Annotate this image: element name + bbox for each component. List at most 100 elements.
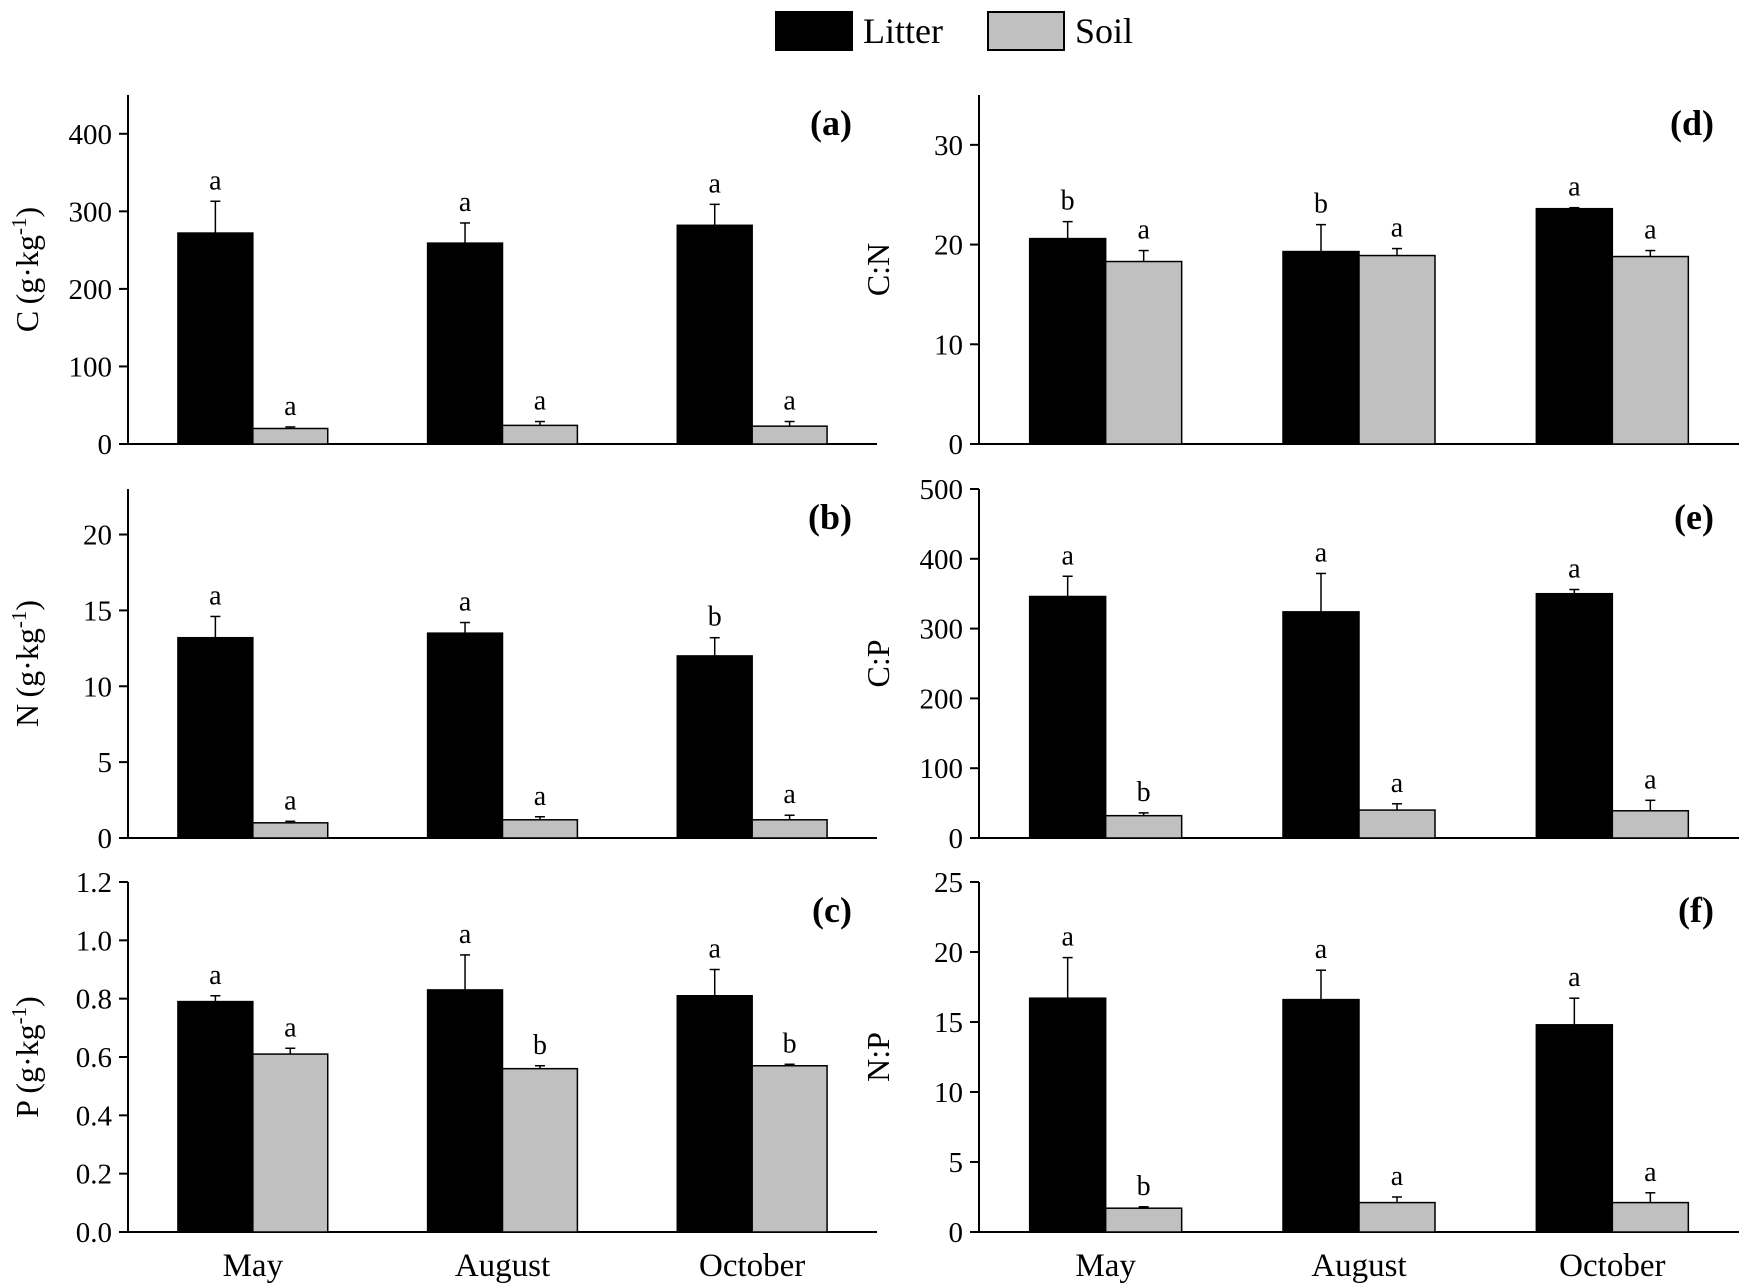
y-tick-label: 100	[69, 351, 113, 383]
y-tick-label: 500	[920, 474, 964, 506]
bar-soil-august	[1358, 254, 1436, 445]
y-axis-label-close: )	[9, 207, 45, 218]
significance-letter: a	[1568, 962, 1581, 993]
bar-soil-august	[501, 819, 579, 839]
panel-label: (b)	[808, 497, 852, 537]
bar-soil-october	[1611, 1201, 1690, 1233]
x-tick-label: May	[223, 1248, 284, 1284]
bar-litter-october	[1535, 1024, 1614, 1233]
legend-swatch-soil	[987, 11, 1065, 51]
bar-soil-october	[751, 819, 828, 839]
legend-label-soil: Soil	[1075, 11, 1134, 51]
y-tick-label: 15	[934, 1007, 963, 1039]
significance-letter: b	[708, 602, 722, 633]
bar-soil-august	[501, 424, 579, 445]
significance-letter: a	[1391, 768, 1404, 799]
y-axis-label-main: C (	[9, 294, 45, 332]
y-tick-label: 0.8	[76, 984, 112, 1016]
bar-soil-may	[252, 427, 329, 445]
y-tick-label: 25	[934, 867, 963, 899]
bar-litter-october	[676, 655, 753, 839]
significance-letter: a	[534, 386, 547, 417]
y-tick-label: 0	[949, 1217, 964, 1249]
legend-label-litter: Litter	[863, 11, 943, 51]
bar-litter-may	[1028, 237, 1107, 445]
bar-soil-october	[1611, 810, 1690, 839]
panel-label: (e)	[1674, 497, 1714, 537]
panel-label: (c)	[812, 890, 852, 930]
significance-letter: a	[459, 187, 472, 218]
y-axis-label: C:N	[860, 243, 896, 296]
y-tick-label: 0	[98, 429, 113, 461]
y-tick-label: 200	[69, 274, 113, 306]
y-tick-label: 0.6	[76, 1042, 112, 1074]
legend-item-soil: Soil	[987, 10, 1133, 52]
x-tick-label: August	[455, 1248, 550, 1284]
bar-soil-august	[1358, 1201, 1436, 1233]
bar-soil-august	[1358, 809, 1436, 839]
y-tick-label: 300	[69, 196, 113, 228]
panel-e: 0 100 200 300 400 500 C:P (e) a b a a a a	[860, 474, 1739, 855]
bar-litter-october	[676, 224, 753, 445]
bar-litter-august	[426, 242, 504, 445]
legend-swatch-litter	[775, 11, 853, 51]
significance-letter: a	[284, 391, 297, 422]
significance-letter: a	[708, 934, 721, 965]
significance-letter: a	[1315, 934, 1328, 965]
bar-litter-october	[676, 995, 753, 1233]
significance-letter: a	[1568, 172, 1581, 203]
y-axis-label-unit: g·kg	[9, 235, 45, 294]
panel-b: 0 5 10 15 20 N (g·kg-1) (b) a a a a b a	[7, 489, 877, 855]
y-tick-label: 5	[949, 1147, 964, 1179]
y-axis-label: N (g·kg-1)	[7, 600, 45, 727]
significance-letter: b	[1061, 186, 1075, 217]
significance-letter: a	[1644, 1157, 1657, 1188]
y-axis-label: N:P	[860, 1032, 896, 1082]
significance-letter: b	[1137, 777, 1151, 808]
significance-letter: a	[1061, 922, 1074, 953]
y-tick-label: 10	[83, 671, 112, 703]
x-tick-label: August	[1311, 1248, 1406, 1284]
significance-letter: b	[1137, 1171, 1151, 1202]
bar-soil-october	[751, 425, 828, 445]
y-tick-label: 10	[934, 1077, 963, 1109]
legend-item-litter: Litter	[775, 10, 943, 52]
y-axis-label-unit: g·kg	[9, 628, 45, 687]
significance-letter: a	[459, 919, 472, 950]
significance-letter: a	[534, 781, 547, 812]
y-tick-label: 20	[934, 230, 963, 262]
panel-label: (a)	[810, 103, 852, 143]
y-tick-label: 5	[98, 747, 113, 779]
bar-litter-may	[177, 636, 254, 839]
y-tick-label: 30	[934, 130, 963, 162]
y-tick-label: 400	[920, 544, 964, 576]
panel-f: 0 5 10 15 20 25 N:P (f) a b May a a August a a October	[860, 867, 1739, 1284]
y-tick-label: 0.2	[76, 1159, 112, 1191]
y-axis-label-close: )	[9, 600, 45, 611]
significance-letter: a	[1391, 1161, 1404, 1192]
significance-letter: a	[1315, 537, 1328, 568]
bar-litter-may	[177, 1000, 254, 1233]
significance-letter: b	[533, 1030, 547, 1061]
y-tick-label: 100	[920, 753, 964, 785]
bar-soil-may	[1104, 260, 1183, 445]
y-tick-label: 1.0	[76, 925, 112, 957]
y-axis-label-unit: g·kg	[9, 1024, 45, 1083]
significance-letter: a	[1568, 554, 1581, 585]
bar-soil-may	[1104, 814, 1183, 839]
significance-letter: a	[209, 580, 222, 611]
x-tick-label: May	[1075, 1248, 1136, 1284]
significance-letter: a	[1137, 215, 1150, 246]
y-tick-label: 15	[83, 595, 112, 627]
significance-letter: a	[209, 960, 222, 991]
panel-a: 0 100 200 300 400 C (g·kg-1) (a) a a a a a a	[7, 95, 877, 461]
bar-litter-may	[1028, 997, 1107, 1233]
bar-soil-october	[1611, 255, 1690, 445]
bar-soil-may	[252, 822, 329, 839]
significance-letter: a	[1644, 764, 1657, 795]
bar-litter-august	[426, 989, 504, 1233]
bar-litter-august	[1282, 250, 1360, 445]
y-tick-label: 1.2	[76, 867, 112, 899]
bar-litter-may	[177, 232, 254, 445]
x-tick-label: October	[699, 1248, 805, 1284]
